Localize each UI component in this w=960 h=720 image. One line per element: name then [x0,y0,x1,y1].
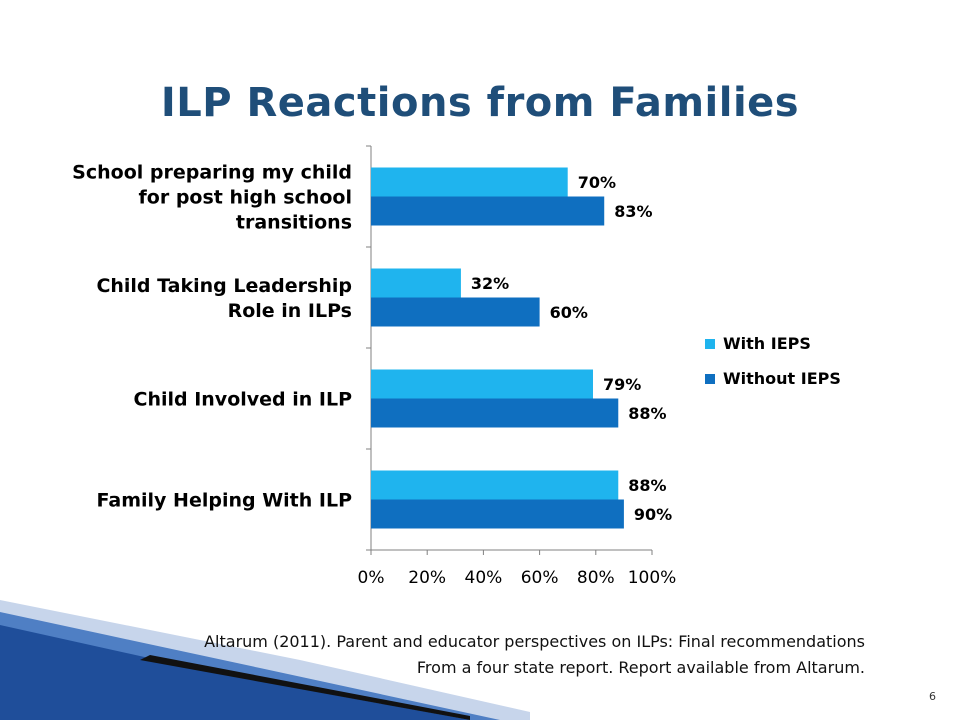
category-label: Family Helping With ILP [97,490,353,512]
x-tick-label: 40% [465,568,503,588]
category-label: transitions [236,212,352,234]
legend-swatch [705,374,715,384]
decor-wedge-shadow [140,655,470,720]
bar [371,398,619,428]
bar [371,268,461,298]
data-label: 90% [634,505,672,524]
x-tick-label: 0% [358,568,385,588]
x-tick-label: 60% [521,568,559,588]
data-label: 70% [578,173,616,192]
bar [371,470,619,500]
data-label: 88% [628,476,666,495]
citation-line-2: From a four state report. Report availab… [416,658,865,677]
data-label: 88% [628,404,666,423]
data-label: 32% [471,274,509,293]
category-label: Child Involved in ILP [134,389,353,411]
citation-line-1: Altarum (2011). Parent and educator pers… [204,632,865,651]
legend-label: With IEPS [723,334,811,353]
category-label: for post high school [139,187,352,209]
category-label: School preparing my child [72,162,352,184]
bar [371,369,593,399]
decor-wedge-dark [0,625,470,720]
category-label: Child Taking Leadership [96,275,352,297]
data-label: 83% [614,202,652,221]
x-tick-label: 80% [577,568,615,588]
category-label: Role in ILPs [228,300,352,322]
x-tick-label: 20% [408,568,446,588]
slide-title: ILP Reactions from Families [160,80,800,126]
bar [371,196,605,226]
x-tick-label: 100% [628,568,677,588]
legend-swatch [705,339,715,349]
bar [371,297,540,327]
bar [371,167,568,197]
data-label: 79% [603,375,641,394]
data-label: 60% [550,303,588,322]
legend-label: Without IEPS [723,369,841,388]
bar [371,499,624,529]
page-number: 6 [929,690,936,703]
